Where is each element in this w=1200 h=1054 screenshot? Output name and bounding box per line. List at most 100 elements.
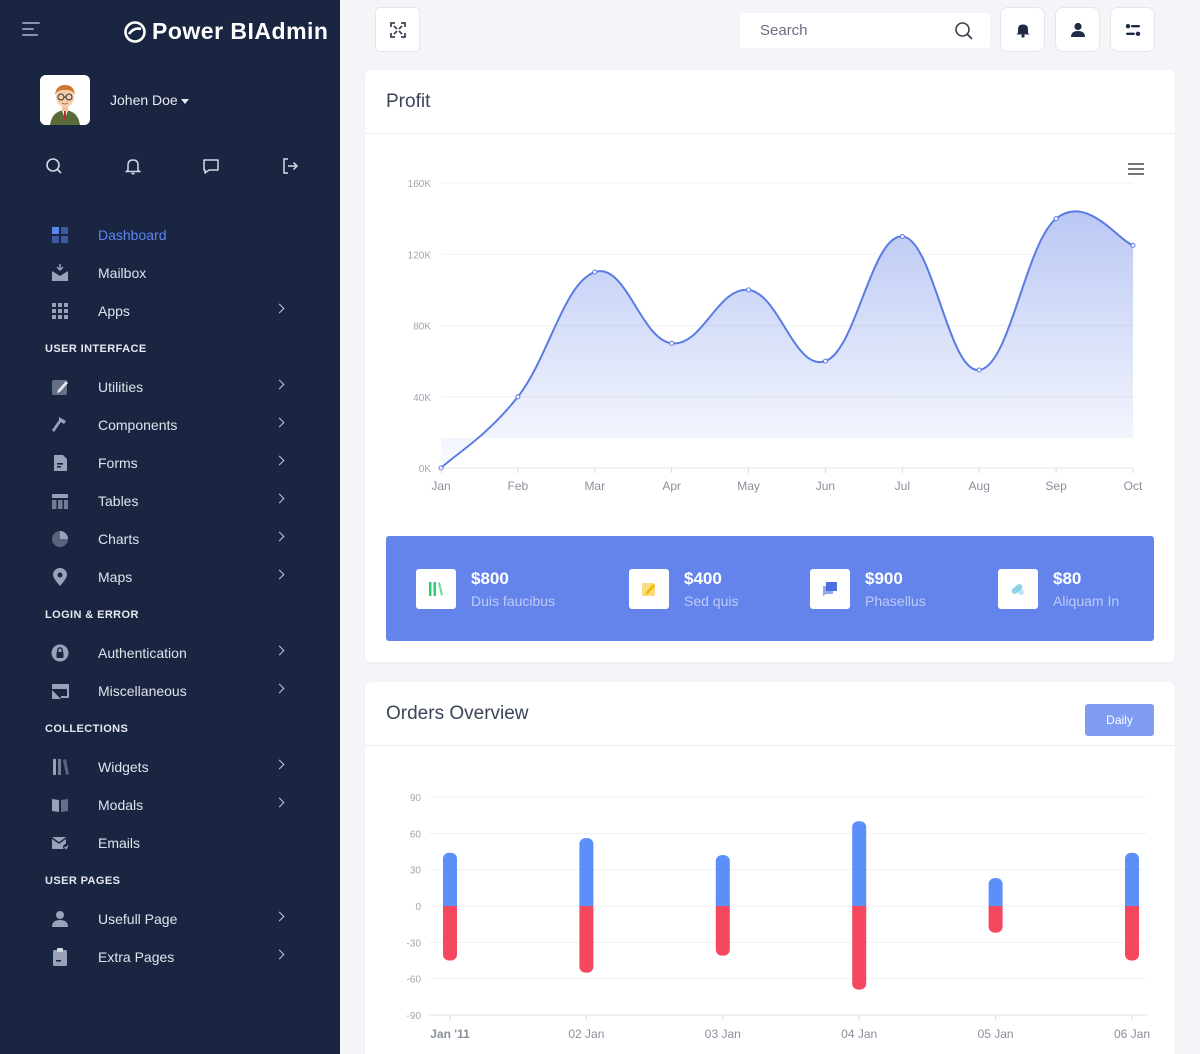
sidebar-item-label: Usefull Page <box>98 911 178 927</box>
data-point[interactable] <box>746 287 752 293</box>
chat-icon[interactable] <box>201 156 221 176</box>
sidebar-item-emails[interactable]: Emails <box>0 824 340 862</box>
search-icon[interactable] <box>954 21 974 41</box>
book-icon <box>50 795 70 815</box>
sidebar-item-mailbox[interactable]: Mailbox <box>0 254 340 292</box>
data-point[interactable] <box>899 233 905 239</box>
daily-button[interactable]: Daily <box>1085 704 1154 736</box>
sidebar-item-miscellaneous[interactable]: Miscellaneous <box>0 672 340 710</box>
quick-actions <box>44 156 300 176</box>
data-point[interactable] <box>822 358 828 364</box>
library-icon <box>50 757 70 777</box>
orders-card: Orders Overview Daily 90 60 30 0 -30 -60 -90 Ja… <box>365 682 1175 1054</box>
sidebar-toggle-icon[interactable] <box>22 22 42 42</box>
nav-section-heading: USER PAGES <box>45 875 121 887</box>
bell-icon <box>1016 24 1029 38</box>
pie-chart-icon <box>50 529 70 549</box>
bar[interactable] <box>443 906 457 961</box>
bar-base <box>579 906 594 913</box>
y-tick-label: 0K <box>419 464 432 475</box>
sidebar-item-utilities[interactable]: Utilities <box>0 368 340 406</box>
mailbox-icon <box>50 263 70 283</box>
data-point[interactable] <box>976 367 982 373</box>
stat-label: Aliquam In <box>1053 593 1120 609</box>
sidebar-item-usefull-page[interactable]: Usefull Page <box>0 900 340 938</box>
brand-name: Power BIAdmin <box>152 18 329 44</box>
bar-base <box>1125 899 1139 906</box>
fullscreen-button[interactable] <box>375 7 420 52</box>
sidebar-item-maps[interactable]: Maps <box>0 558 340 596</box>
search-input[interactable] <box>740 22 940 39</box>
sidebar-item-charts[interactable]: Charts <box>0 520 340 558</box>
bar[interactable] <box>579 838 594 906</box>
sidebar-item-label: Widgets <box>98 759 149 775</box>
dashboard-icon <box>50 225 70 245</box>
y-tick-label: 60 <box>410 829 422 840</box>
document-icon <box>50 453 70 473</box>
bar[interactable] <box>1125 852 1139 906</box>
table-icon <box>50 491 70 511</box>
sidebar-item-label: Modals <box>98 797 144 813</box>
sidebar-item-modals[interactable]: Modals <box>0 786 340 824</box>
sidebar-item-authentication[interactable]: Authentication <box>0 634 340 672</box>
logout-icon[interactable] <box>280 156 300 176</box>
sidebar-item-label: Utilities <box>98 379 144 395</box>
y-tick-label: 160K <box>408 179 432 190</box>
stat-value: $800 <box>471 569 509 588</box>
sidebar-item-apps[interactable]: Apps <box>0 292 340 330</box>
user-icon <box>50 909 70 929</box>
chart-menu-icon[interactable] <box>1128 163 1144 175</box>
user-icon <box>1070 22 1085 37</box>
chevron-right-icon <box>274 797 285 808</box>
sidebar-item-label: Components <box>98 417 178 433</box>
area-fill <box>441 211 1133 469</box>
brand-logo-icon <box>124 20 146 43</box>
x-tick-label: 06 Jan <box>1114 1027 1150 1041</box>
bell-icon[interactable] <box>123 156 143 176</box>
sidebar-item-components[interactable]: Components <box>0 406 340 444</box>
x-tick-label: Jun <box>816 479 835 493</box>
bar[interactable] <box>443 852 457 906</box>
brand[interactable]: Power BIAdmin <box>124 18 328 45</box>
bar[interactable] <box>715 855 730 906</box>
bar[interactable] <box>579 906 594 973</box>
avatar[interactable] <box>40 75 90 125</box>
sidebar-item-dashboard[interactable]: Dashboard <box>0 216 340 254</box>
chevron-right-icon <box>274 683 285 694</box>
data-point[interactable] <box>515 394 521 400</box>
edit-icon <box>629 569 669 609</box>
bar-base <box>988 906 1003 913</box>
map-pin-icon <box>50 567 70 587</box>
y-tick-label: -30 <box>407 938 422 949</box>
data-point[interactable] <box>669 340 675 346</box>
stat-label: Sed quis <box>684 593 739 609</box>
sidebar-item-tables[interactable]: Tables <box>0 482 340 520</box>
data-point[interactable] <box>1130 242 1136 248</box>
user-profile[interactable]: Johen Doe <box>40 75 189 125</box>
x-tick-label: Oct <box>1124 479 1143 493</box>
stat-value: $900 <box>865 569 903 588</box>
sidebar-item-extra-pages[interactable]: Extra Pages <box>0 938 340 976</box>
cast-icon <box>50 681 70 701</box>
search-icon[interactable] <box>44 156 64 176</box>
bar[interactable] <box>1125 906 1139 961</box>
data-point[interactable] <box>592 269 598 275</box>
chevron-right-icon <box>274 911 285 922</box>
bar-base <box>988 899 1003 906</box>
sidebar-item-widgets[interactable]: Widgets <box>0 748 340 786</box>
y-tick-label: 80K <box>413 322 431 333</box>
user-account-button[interactable] <box>1055 7 1100 52</box>
bar[interactable] <box>852 821 867 906</box>
bar[interactable] <box>715 906 730 956</box>
settings-button[interactable] <box>1110 7 1155 52</box>
data-point[interactable] <box>1053 216 1059 222</box>
notifications-button[interactable] <box>1000 7 1045 52</box>
sidebar-item-forms[interactable]: Forms <box>0 444 340 482</box>
sidebar-item-label: Dashboard <box>98 227 167 243</box>
y-tick-label: 40K <box>413 393 431 404</box>
stat-value: $400 <box>684 569 722 588</box>
chevron-right-icon <box>274 303 285 314</box>
stat-label: Phasellus <box>865 593 926 609</box>
user-menu-toggle[interactable]: Johen Doe <box>110 92 189 108</box>
bar[interactable] <box>852 906 867 990</box>
